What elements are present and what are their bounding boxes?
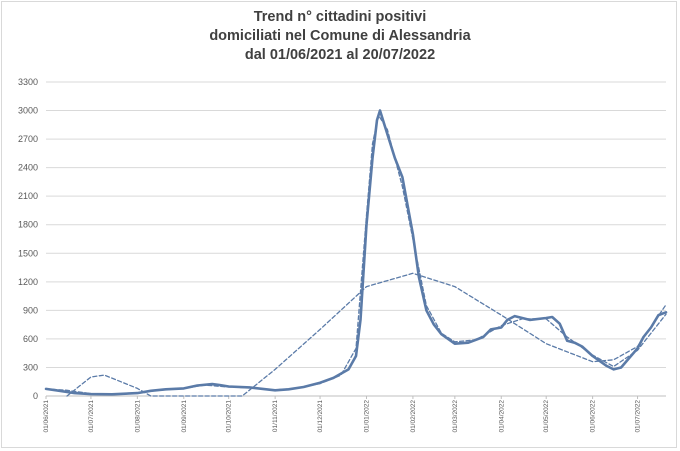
y-tick-label: 1500 [18, 248, 38, 258]
x-tick-label: 01/03/2022 [452, 400, 459, 433]
x-tick-label: 01/05/2022 [543, 400, 550, 433]
y-tick-label: 2400 [18, 163, 38, 173]
y-tick-label: 2700 [18, 134, 38, 144]
x-tick-label: 01/02/2022 [410, 400, 417, 433]
x-tick-label: 01/07/2022 [635, 400, 642, 433]
x-tick-label: 01/07/2021 [88, 400, 95, 433]
x-tick-label: 01/06/2022 [590, 400, 597, 433]
x-tick-label: 01/10/2021 [226, 400, 233, 433]
y-tick-label: 3000 [18, 106, 38, 116]
chart-title: Trend n° cittadini positivi domiciliati … [0, 8, 680, 65]
chart-title-line-2: domiciliati nel Comune di Alessandria [209, 28, 471, 44]
y-tick-label: 0 [33, 391, 38, 401]
y-tick-label: 1800 [18, 220, 38, 230]
series-line-1 [44, 109, 668, 396]
y-tick-label: 600 [23, 334, 38, 344]
series-line-3 [66, 272, 667, 397]
x-tick-label: 01/09/2021 [181, 400, 188, 433]
x-tick-label: 01/11/2021 [272, 400, 279, 432]
x-tick-label: 01/08/2021 [134, 400, 141, 433]
y-tick-label: 3300 [18, 77, 38, 87]
series-line-2 [45, 114, 667, 395]
x-tick-label: 01/01/2022 [363, 400, 370, 433]
y-tick-label: 900 [23, 305, 38, 315]
y-tick-label: 300 [23, 362, 38, 372]
x-tick-label: 01/12/2021 [317, 400, 324, 433]
y-tick-label: 1200 [18, 277, 38, 287]
y-tick-label: 2100 [18, 191, 38, 201]
x-tick-label: 01/04/2022 [498, 400, 505, 433]
x-tick-label: 01/06/2021 [43, 400, 50, 433]
chart-title-line-1: Trend n° cittadini positivi [253, 9, 427, 25]
chart-title-line-3: dal 01/06/2021 al 20/07/2022 [244, 47, 436, 63]
